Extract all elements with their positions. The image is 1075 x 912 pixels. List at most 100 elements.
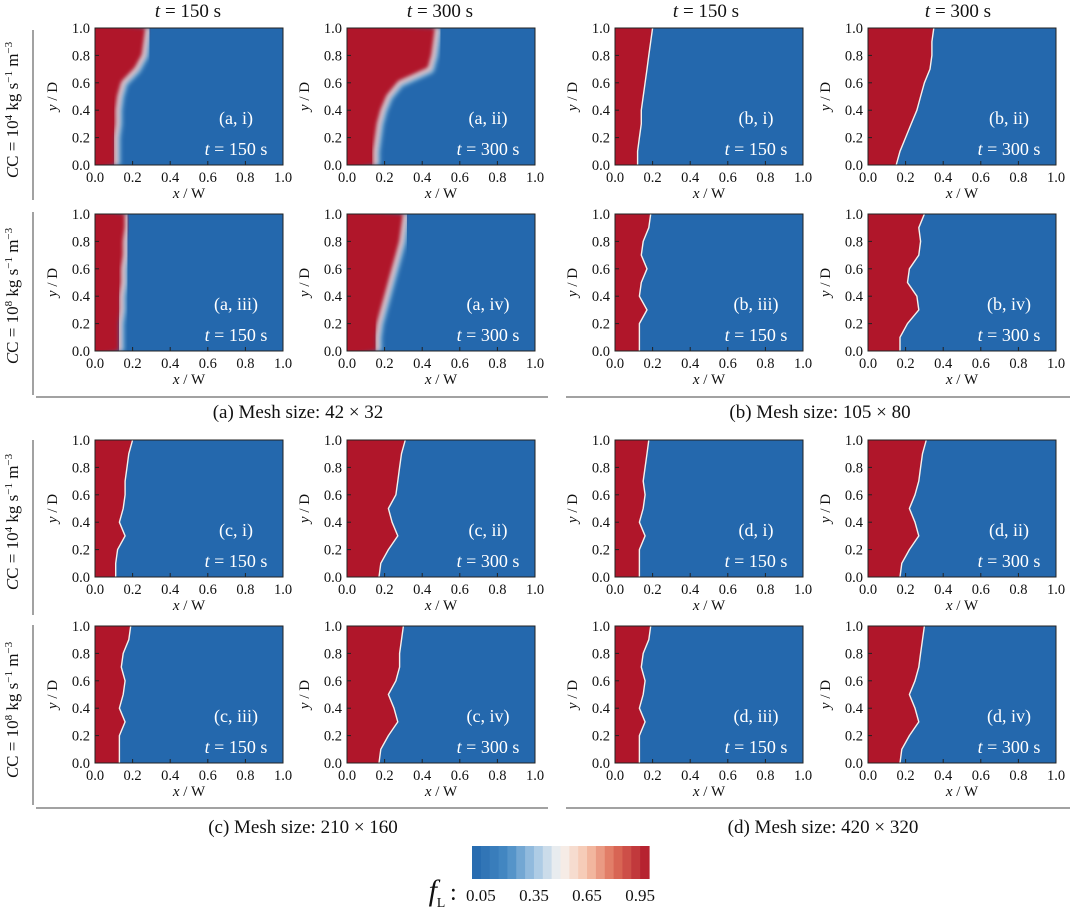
time-symbol: t xyxy=(155,1,161,22)
panel-time-label: t = 300 s xyxy=(457,737,520,757)
y-axis-label: y / D xyxy=(45,494,61,525)
y-axis-label: y / D xyxy=(565,680,581,711)
x-tick-label: 0.0 xyxy=(606,582,624,598)
x-tick-label: 0.6 xyxy=(719,170,737,186)
x-tick-label: 0.8 xyxy=(488,768,506,784)
x-tick-label: 0.8 xyxy=(1009,356,1027,372)
x-tick-label: 0.0 xyxy=(338,768,356,784)
x-tick-label: 0.8 xyxy=(1009,582,1027,598)
y-tick-label: 0.2 xyxy=(845,729,863,745)
panel-d-iii: 0.0 0.2 0.4 0.6 0.8 1.0 0.0 0.2 0.4 0.6 0.8 1.0 x / … xyxy=(565,619,812,800)
x-tick-label: 0.8 xyxy=(1009,170,1027,186)
x-tick-label: 0.2 xyxy=(124,768,142,784)
y-tick-label: 0.6 xyxy=(592,262,610,278)
solid-region xyxy=(615,626,803,763)
y-tick-label: 0.6 xyxy=(324,674,342,690)
colorbar-swatch xyxy=(631,846,641,879)
y-tick-label: 0.0 xyxy=(845,756,863,772)
axes-frame xyxy=(94,213,284,352)
interface-line xyxy=(899,214,926,351)
y-tick-label: 0.8 xyxy=(324,234,342,250)
y-tick-label: 1.0 xyxy=(592,21,610,37)
y-tick-label: 0.6 xyxy=(72,76,90,92)
x-tick-label: 0.4 xyxy=(934,356,953,372)
y-tick-label: 0.0 xyxy=(72,158,90,174)
colorbar-swatch xyxy=(507,846,517,879)
y-tick-label: 0.6 xyxy=(592,674,610,690)
x-tick-label: 0.8 xyxy=(488,170,506,186)
panel-label: (b, iii) xyxy=(734,294,779,315)
row-label-C8-bottom: CC = 108 kg s−1 m−3 xyxy=(3,641,22,778)
x-tick-label: 0.0 xyxy=(338,356,356,372)
colorbar-swatch xyxy=(533,846,544,879)
y-tick-label: 0.4 xyxy=(845,289,864,305)
y-tick-label: 0.8 xyxy=(845,48,863,64)
x-tick-label: 0.8 xyxy=(756,170,774,186)
panel-a-iv: 0.0 0.2 0.4 0.6 0.8 1.0 0.0 0.2 0.4 0.6 0.8 1.0 x / … xyxy=(297,207,544,388)
axes-frame xyxy=(94,439,284,578)
panel-label: (b, iv) xyxy=(987,294,1031,315)
interface-line xyxy=(375,214,407,351)
x-tick-label: 0.4 xyxy=(681,768,700,784)
y-tick-label: 0.8 xyxy=(324,646,342,662)
colorbar-tick-label: 0.05 xyxy=(466,886,496,905)
liquid-region xyxy=(347,28,438,165)
x-tick-label: 0.2 xyxy=(376,768,394,784)
colorbar-swatch xyxy=(542,846,553,879)
panel-label: (b, ii) xyxy=(989,108,1029,129)
panel-time-label: t = 150 s xyxy=(205,551,268,571)
liquid-region xyxy=(347,214,406,351)
group-captions: (a) Mesh size: 42 × 32 (b) Mesh size: 10… xyxy=(36,396,1070,838)
interface-line xyxy=(114,28,150,165)
axes-frame xyxy=(867,439,1057,578)
y-tick-label: 1.0 xyxy=(324,619,342,635)
colorbar-tick-label: 0.95 xyxy=(625,886,655,905)
x-tick-label: 0.6 xyxy=(972,582,990,598)
colorbar-swatch xyxy=(622,846,632,879)
liquid-region xyxy=(615,28,653,165)
x-tick-label: 1.0 xyxy=(274,356,292,372)
x-tick-label: 0.0 xyxy=(859,582,877,598)
liquid-region xyxy=(347,440,406,577)
x-tick-label: 1.0 xyxy=(794,582,812,598)
liquid-group xyxy=(615,626,652,763)
y-tick-label: 0.4 xyxy=(72,289,91,305)
x-tick-label: 1.0 xyxy=(526,170,544,186)
y-tick-label: 0.4 xyxy=(324,103,343,119)
x-axis-label: x / W xyxy=(172,598,206,614)
y-tick-label: 0.8 xyxy=(845,646,863,662)
y-tick-label: 0.6 xyxy=(845,262,863,278)
panel-label: (c, ii) xyxy=(469,520,508,541)
liquid-region xyxy=(868,440,927,577)
y-tick-label: 0.6 xyxy=(72,674,90,690)
x-tick-label: 0.2 xyxy=(124,356,142,372)
y-tick-label: 0.6 xyxy=(845,76,863,92)
x-tick-label: 0.6 xyxy=(451,768,469,784)
panel-time-label: t = 150 s xyxy=(725,551,788,571)
x-tick-label: 0.2 xyxy=(376,356,394,372)
y-tick-label: 0.6 xyxy=(845,674,863,690)
x-tick-label: 0.4 xyxy=(934,582,953,598)
interface-line xyxy=(636,28,654,165)
y-tick-label: 0.2 xyxy=(324,131,342,147)
x-tick-label: 0.6 xyxy=(451,356,469,372)
y-tick-label: 0.6 xyxy=(592,488,610,504)
y-tick-label: 0.4 xyxy=(592,701,611,717)
panel-label: (d, i) xyxy=(739,520,774,541)
panel-a-iii: 0.0 0.2 0.4 0.6 0.8 1.0 0.0 0.2 0.4 0.6 0.8 1.0 x / … xyxy=(45,207,292,388)
group-caption-b: (b) Mesh size: 105 × 80 xyxy=(729,402,910,423)
liquid-group xyxy=(95,214,132,351)
y-tick-label: 0.4 xyxy=(72,701,91,717)
panel-label: (a, iv) xyxy=(467,294,510,315)
x-tick-label: 0.6 xyxy=(972,356,990,372)
panel-label: (c, iii) xyxy=(214,706,258,727)
y-tick-label: 0.2 xyxy=(592,131,610,147)
y-tick-label: 0.8 xyxy=(592,460,610,476)
row-labels: CC = 104 kg s−1 m−3 CC = 108 kg s−1 m−3 … xyxy=(3,30,34,805)
y-tick-label: 0.4 xyxy=(592,289,611,305)
x-tick-label: 0.6 xyxy=(719,582,737,598)
x-axis-label: x / W xyxy=(172,372,206,388)
x-axis-label: x / W xyxy=(424,784,458,800)
axes-frame xyxy=(346,27,536,166)
